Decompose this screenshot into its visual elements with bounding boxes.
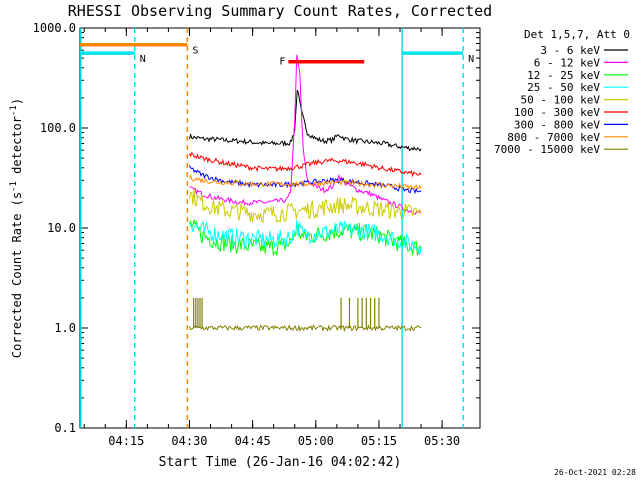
legend-label: 800 - 7000 keV bbox=[507, 131, 600, 144]
series-line-2 bbox=[189, 54, 422, 215]
legend-header: Det 1,5,7, Att 0 bbox=[524, 28, 630, 41]
flag-label: S bbox=[192, 46, 198, 57]
y-axis-ticks: 0.1 1.0 10.0 100.0 1000.0 bbox=[33, 21, 480, 435]
legend-label: 7000 - 15000 keV bbox=[494, 143, 600, 156]
x-tick-label: 05:00 bbox=[298, 434, 334, 448]
chart-title: RHESSI Observing Summary Count Rates, Co… bbox=[68, 2, 492, 20]
x-tick-label: 04:15 bbox=[108, 434, 144, 448]
flag-label: F bbox=[279, 57, 285, 68]
x-tick-label: 04:45 bbox=[235, 434, 271, 448]
series-line-8 bbox=[189, 173, 422, 190]
series-line-9 bbox=[189, 324, 422, 333]
flag-segments: N N S F bbox=[80, 42, 474, 68]
series-line-7 bbox=[189, 165, 422, 195]
x-tick-label: 04:30 bbox=[171, 434, 207, 448]
legend-label: 3 - 6 keV bbox=[540, 44, 600, 57]
y-tick-label: 0.1 bbox=[54, 421, 76, 435]
y-label-exp1: -1 bbox=[9, 181, 19, 192]
footer-timestamp: 26-Oct-2021 02:28 bbox=[554, 468, 636, 477]
y-tick-label: 100.0 bbox=[40, 121, 76, 135]
y-label-mid: detector bbox=[10, 116, 24, 181]
flag-label: N bbox=[468, 54, 474, 65]
legend-label: 6 - 12 keV bbox=[534, 56, 601, 69]
series-line-5 bbox=[189, 188, 422, 224]
y-label-exp2: -1 bbox=[9, 105, 19, 116]
x-axis-label: Start Time (26-Jan-16 04:02:42) bbox=[159, 455, 402, 470]
y-label-main: Corrected Count Rate (s bbox=[10, 192, 24, 358]
x-axis-ticks: 04:15 04:30 04:45 05:00 05:15 05:30 bbox=[83, 28, 464, 448]
series-line-4 bbox=[189, 219, 422, 256]
legend-label: 100 - 300 keV bbox=[514, 106, 600, 119]
flag-label: N bbox=[140, 54, 146, 65]
series-line-6 bbox=[189, 151, 422, 178]
y-tick-label: 10.0 bbox=[47, 221, 76, 235]
y-tick-label: 1.0 bbox=[54, 321, 76, 335]
y-tick-label: 1000.0 bbox=[33, 21, 76, 35]
series-line-1 bbox=[189, 89, 422, 152]
x-tick-label: 05:30 bbox=[424, 434, 460, 448]
y-label-end: ) bbox=[10, 98, 24, 105]
legend-label: 12 - 25 keV bbox=[527, 69, 600, 82]
legend-label: 25 - 50 keV bbox=[527, 81, 600, 94]
y-axis-label: Corrected Count Rate (s-1 detector-1) bbox=[9, 98, 24, 358]
legend-label: 50 - 100 keV bbox=[521, 94, 601, 107]
series-lines bbox=[189, 54, 422, 333]
plot-frame bbox=[79, 27, 481, 429]
x-tick-label: 05:15 bbox=[361, 434, 397, 448]
legend-label: 300 - 800 keV bbox=[514, 118, 600, 131]
interval-lines bbox=[80, 28, 464, 428]
